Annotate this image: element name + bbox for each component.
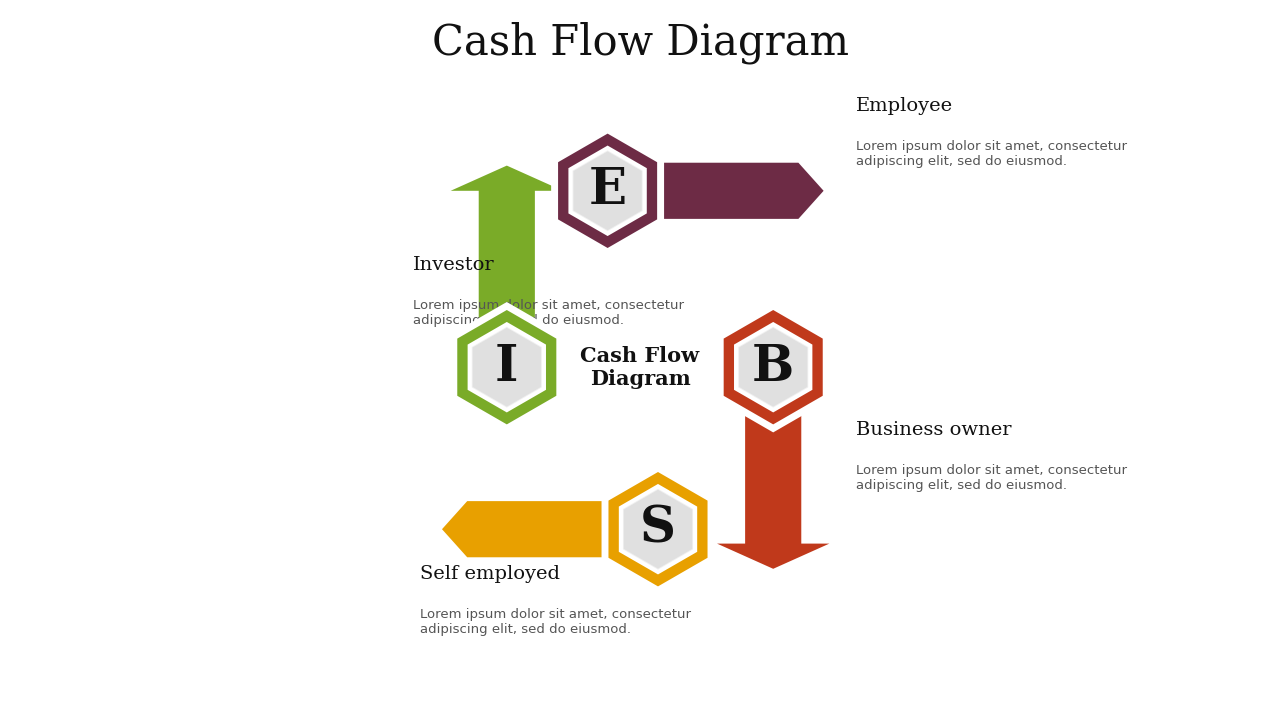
- Text: E: E: [589, 166, 627, 215]
- Polygon shape: [717, 349, 829, 569]
- Text: Business owner: Business owner: [856, 421, 1011, 439]
- Polygon shape: [736, 324, 810, 410]
- Text: I: I: [495, 343, 518, 392]
- Text: B: B: [753, 343, 795, 392]
- Polygon shape: [573, 151, 641, 230]
- Polygon shape: [470, 324, 544, 410]
- Text: S: S: [640, 505, 676, 554]
- Polygon shape: [472, 328, 541, 407]
- Polygon shape: [739, 328, 808, 407]
- Text: Cash Flow Diagram: Cash Flow Diagram: [431, 22, 849, 64]
- Polygon shape: [554, 130, 660, 252]
- Text: Self employed: Self employed: [420, 565, 561, 583]
- Polygon shape: [451, 166, 563, 386]
- Polygon shape: [571, 148, 645, 233]
- Text: Lorem ipsum dolor sit amet, consectetur
adipiscing elit, sed do eiusmod.: Lorem ipsum dolor sit amet, consectetur …: [856, 464, 1126, 492]
- Text: Employee: Employee: [856, 97, 954, 115]
- Polygon shape: [605, 468, 710, 590]
- Polygon shape: [721, 306, 826, 428]
- Text: Lorem ipsum dolor sit amet, consectetur
adipiscing elit, sed do eiusmod.: Lorem ipsum dolor sit amet, consectetur …: [856, 140, 1126, 168]
- Text: Investor: Investor: [413, 256, 495, 274]
- Polygon shape: [454, 306, 559, 428]
- Polygon shape: [621, 487, 695, 572]
- Polygon shape: [623, 490, 692, 569]
- Polygon shape: [589, 163, 823, 219]
- Text: Lorem ipsum dolor sit amet, consectetur
adipiscing elit, sed do eiusmod.: Lorem ipsum dolor sit amet, consectetur …: [413, 299, 685, 327]
- Text: Cash Flow
Diagram: Cash Flow Diagram: [580, 346, 700, 389]
- Text: Lorem ipsum dolor sit amet, consectetur
adipiscing elit, sed do eiusmod.: Lorem ipsum dolor sit amet, consectetur …: [420, 608, 691, 636]
- Polygon shape: [442, 501, 676, 557]
